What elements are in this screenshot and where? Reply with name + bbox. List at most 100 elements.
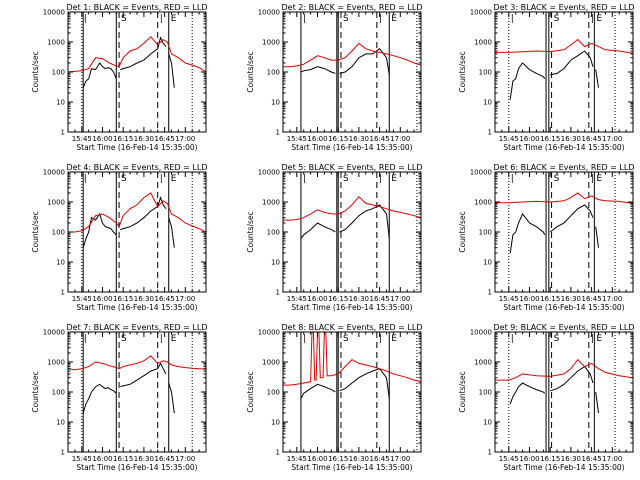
y-tick-label: 1 xyxy=(276,129,280,137)
x-tick-label: 16:00 xyxy=(92,295,112,303)
event-markers xyxy=(81,172,193,292)
x-axis: 15:45 16:00 16:15 16:30 16:45 17:00 xyxy=(287,12,415,143)
series-line-lld xyxy=(283,195,421,221)
x-axis: 15:45 16:00 16:15 16:30 16:45 17:00 xyxy=(287,332,415,463)
x-tick-label: 16:30 xyxy=(134,295,154,303)
series-line-events xyxy=(168,217,175,248)
y-axis-label: Counts/sec xyxy=(458,371,467,412)
x-tick-label: 16:45 xyxy=(370,295,390,303)
y-tick-label: 10 xyxy=(56,259,65,267)
x-tick-label: 16:30 xyxy=(561,135,581,143)
marker-label: E xyxy=(171,14,177,24)
marker-label: | xyxy=(303,174,306,184)
y-tick-label: 10 xyxy=(56,99,65,107)
marker-label: | xyxy=(84,174,87,184)
y-axis: 1 10 100 1000 10000 xyxy=(470,329,633,457)
panel-5: Det 5: BLACK = Events, RED = LLD| S | E1101… xyxy=(246,163,422,312)
series-line-events xyxy=(549,204,594,233)
x-tick-label: 16:45 xyxy=(155,135,175,143)
event-markers xyxy=(300,172,418,292)
y-tick-label: 1000 xyxy=(474,199,492,207)
series-line-events xyxy=(509,212,546,254)
panel-8: Det 8: BLACK = Events, RED = LLD| S | E1101… xyxy=(246,323,422,472)
marker-label: S xyxy=(121,334,127,344)
y-tick-label: 10000 xyxy=(470,169,492,177)
x-tick-label: 15:45 xyxy=(287,455,307,463)
y-tick-label: 1000 xyxy=(474,359,492,367)
x-axis: 15:45 16:00 16:15 16:30 16:45 17:00 xyxy=(499,172,627,303)
x-tick-label: 16:15 xyxy=(540,295,560,303)
y-tick-label: 100 xyxy=(52,69,65,77)
series-events xyxy=(300,368,390,399)
x-tick-label: 16:30 xyxy=(561,295,581,303)
event-markers xyxy=(81,332,193,452)
y-tick-label: 10 xyxy=(271,259,280,267)
x-tick-label: 16:15 xyxy=(328,455,348,463)
series-line-events xyxy=(82,383,117,414)
panel-9: Det 9: BLACK = Events, RED = LLD| S | E1101… xyxy=(458,323,634,472)
x-tick-label: 16:30 xyxy=(349,295,369,303)
plot-frame xyxy=(282,331,422,453)
series-line-events xyxy=(120,196,167,231)
panel-title: Det 5: BLACK = Events, RED = LLD xyxy=(282,163,423,172)
y-tick-label: 100 xyxy=(52,389,65,397)
series-line-events xyxy=(168,53,175,88)
marker-label: S xyxy=(121,174,127,184)
marker-label: E xyxy=(596,334,602,344)
series-line-events xyxy=(339,48,390,75)
y-tick-label: 1000 xyxy=(262,199,280,207)
x-tick-label: 17:00 xyxy=(390,295,410,303)
marker-label: S xyxy=(343,14,349,24)
series-line-lld xyxy=(283,42,421,68)
x-tick-label: 16:00 xyxy=(92,455,112,463)
series-events xyxy=(300,204,390,239)
x-tick-label: 16:15 xyxy=(113,135,133,143)
y-tick-label: 100 xyxy=(479,229,492,237)
series-lld xyxy=(283,195,421,221)
marker-label: | xyxy=(84,14,87,24)
event-markers xyxy=(508,12,616,132)
series-line-lld xyxy=(495,192,633,204)
panel-title: Det 7: BLACK = Events, RED = LLD xyxy=(67,323,208,332)
x-axis-label: Start Time (16-Feb-14 15:35:00) xyxy=(76,303,197,312)
y-axis-label: Counts/sec xyxy=(458,51,467,92)
y-axis-label: Counts/sec xyxy=(31,51,40,92)
series-events xyxy=(82,362,175,414)
event-markers xyxy=(81,12,193,132)
y-tick-label: 1000 xyxy=(47,39,65,47)
y-axis-label: Counts/sec xyxy=(246,51,255,92)
x-tick-label: 16:30 xyxy=(134,135,154,143)
series-line-events xyxy=(300,66,336,74)
x-tick-label: 16:45 xyxy=(582,455,602,463)
x-axis-label: Start Time (16-Feb-14 15:35:00) xyxy=(503,463,624,472)
marker-label: | xyxy=(303,14,306,24)
x-tick-label: 16:15 xyxy=(113,295,133,303)
panel-title: Det 8: BLACK = Events, RED = LLD xyxy=(282,323,423,332)
y-tick-label: 10 xyxy=(483,419,492,427)
x-tick-label: 16:00 xyxy=(307,135,327,143)
marker-label: | xyxy=(160,14,163,24)
series-lld xyxy=(495,38,633,54)
series-events xyxy=(509,365,599,414)
y-tick-label: 1 xyxy=(488,289,492,297)
x-tick-label: 16:00 xyxy=(519,295,539,303)
panel-title: Det 2: BLACK = Events, RED = LLD xyxy=(282,3,423,12)
y-tick-label: 10000 xyxy=(43,9,65,17)
series-line-events xyxy=(300,222,336,239)
plot-frame xyxy=(494,11,634,133)
x-tick-label: 16:45 xyxy=(370,455,390,463)
y-tick-label: 100 xyxy=(267,389,280,397)
series-line-events xyxy=(509,62,546,100)
panel-1: Det 1: BLACK = Events, RED = LLD| S | E1101… xyxy=(31,3,207,152)
y-axis-label: Counts/sec xyxy=(246,211,255,252)
x-tick-label: 15:45 xyxy=(499,295,519,303)
marker-label: | xyxy=(511,174,514,184)
x-tick-label: 16:00 xyxy=(92,135,112,143)
y-tick-label: 1 xyxy=(488,449,492,457)
y-tick-label: 1000 xyxy=(474,39,492,47)
marker-label: E xyxy=(596,14,602,24)
y-tick-label: 10 xyxy=(56,419,65,427)
series-events xyxy=(509,204,599,254)
x-tick-label: 17:00 xyxy=(390,135,410,143)
x-axis-label: Start Time (16-Feb-14 15:35:00) xyxy=(291,143,412,152)
